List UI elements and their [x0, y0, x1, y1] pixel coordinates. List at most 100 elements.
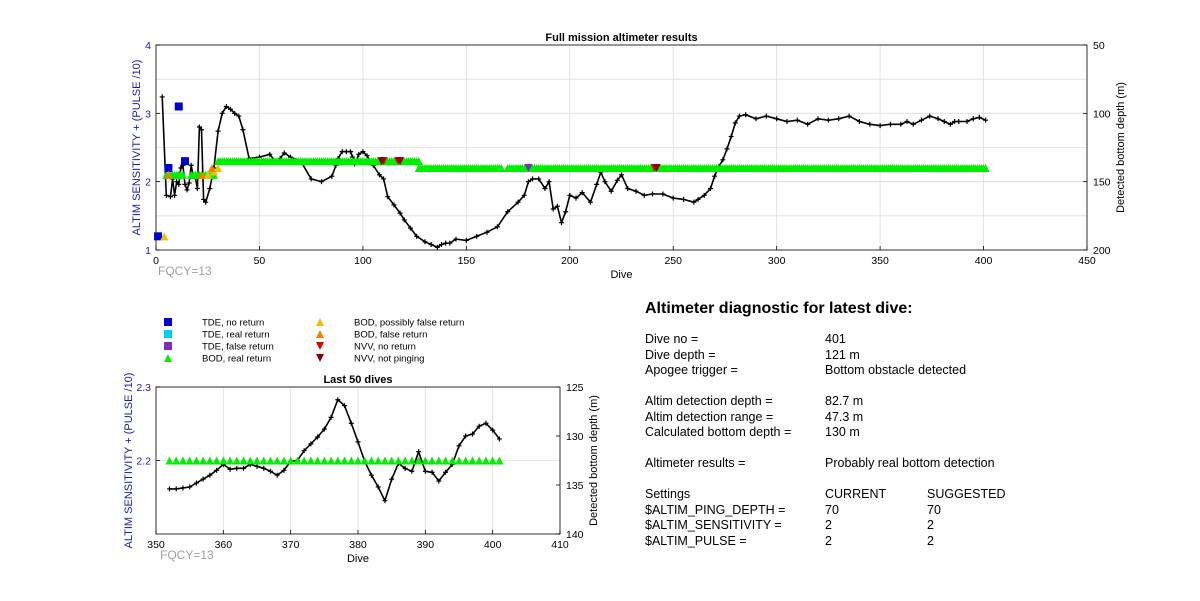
depth-point — [382, 498, 388, 504]
depth-point — [254, 463, 260, 469]
legend-label: BOD, possibly false return — [354, 318, 464, 329]
depth-point — [407, 225, 413, 231]
ping-depth-suggested: 70 — [927, 502, 941, 517]
x-tick-label: 100 — [354, 255, 372, 267]
bod-real-return-marker — [428, 456, 437, 465]
depth-point — [368, 472, 374, 478]
suggested-header: SUGGESTED — [927, 487, 1006, 501]
sensitivity-current: 2 — [825, 518, 832, 532]
x-tick-label: 250 — [664, 255, 682, 267]
depth-point — [180, 485, 186, 491]
depth-point — [376, 172, 382, 178]
bod-real-return-marker — [239, 456, 248, 465]
x-tick-label: 350 — [871, 255, 889, 267]
y2-axis-label: Detected bottom depth (m) — [588, 395, 600, 526]
bod-real-return-marker — [219, 456, 228, 465]
series-line-bottom-depth — [161, 96, 986, 249]
bod-real-return-marker — [414, 456, 423, 465]
bod-real-return-marker — [367, 456, 376, 465]
x-tick-label: 370 — [282, 539, 300, 551]
bod-real-return-marker — [360, 456, 369, 465]
depth-point — [434, 244, 440, 250]
depth-point — [439, 242, 445, 248]
calculated-depth-label: Calculated bottom depth = — [645, 425, 792, 439]
depth-point — [443, 469, 449, 475]
legend-label: TDE, no return — [202, 318, 264, 329]
depth-point — [241, 465, 247, 471]
detection-range-label: Altim detection range = — [645, 409, 774, 424]
settings-label: Settings — [645, 487, 691, 501]
depth-point — [227, 466, 233, 472]
depth-point — [335, 397, 341, 403]
bod-real-return-marker — [481, 456, 490, 465]
bod-real-return-marker — [340, 456, 349, 465]
depth-point — [227, 106, 233, 112]
depth-point — [563, 209, 569, 215]
depth-point — [201, 196, 207, 202]
bod-real-return-marker — [387, 456, 396, 465]
dive-depth-row: Dive depth = 121 m — [645, 348, 1165, 364]
bod-possibly-false-return-marker — [160, 232, 169, 241]
pulse-label: $ALTIM_PULSE = — [645, 533, 747, 548]
bod-real-return-marker — [347, 456, 356, 465]
apogee-trigger-label: Apogee trigger = — [645, 363, 738, 377]
bod-real-return-marker — [434, 456, 443, 465]
depth-point — [391, 202, 397, 208]
depth-point — [463, 237, 469, 243]
depth-point — [567, 192, 573, 198]
bod-real-return-marker — [495, 456, 504, 465]
depth-point — [559, 220, 565, 226]
depth-point — [356, 151, 362, 157]
bod-real-return-marker — [320, 456, 329, 465]
depth-point — [536, 176, 542, 182]
ping-depth-row: $ALTIM_PING_DEPTH = 70 70 — [645, 503, 1165, 519]
legend-label: BOD, false return — [354, 330, 427, 341]
depth-point — [308, 176, 314, 182]
bod-real-return-marker — [178, 170, 187, 179]
dive-no-value: 401 — [825, 332, 846, 346]
depth-point — [546, 179, 552, 185]
depth-point — [846, 113, 852, 119]
y-tick-label: 1 — [145, 245, 151, 257]
y2-tick-label: 140 — [566, 529, 584, 541]
depth-point — [348, 420, 354, 426]
detection-depth-value: 82.7 m — [825, 394, 864, 408]
x-tick-label: 400 — [975, 255, 993, 267]
y2-tick-label: 130 — [566, 431, 584, 443]
y-tick-label: 2 — [145, 177, 151, 189]
depth-point — [174, 179, 180, 185]
bod-real-return-marker — [394, 456, 403, 465]
depth-point — [579, 190, 585, 196]
depth-point — [321, 426, 327, 432]
tde-false-return-marker — [524, 164, 533, 172]
depth-point — [409, 468, 415, 474]
depth-point — [447, 240, 453, 246]
bod-real-return-marker — [165, 456, 174, 465]
bod-real-return-marker — [407, 456, 416, 465]
depth-point — [329, 173, 335, 179]
bod-real-return-marker — [497, 164, 506, 172]
depth-point — [414, 233, 420, 239]
x-tick-label: 0 — [153, 255, 159, 267]
depth-point — [385, 194, 391, 200]
axes-box — [155, 44, 1088, 251]
depth-point — [389, 476, 395, 482]
depth-point — [236, 113, 242, 119]
x-tick-label: 380 — [349, 539, 367, 551]
bod-real-return-marker — [246, 456, 255, 465]
bod-real-return-marker — [286, 456, 295, 465]
depth-point — [910, 121, 916, 127]
altimeter-results-value: Probably real bottom detection — [825, 456, 995, 470]
depth-point — [176, 181, 182, 187]
depth-point — [422, 468, 428, 474]
bod-real-return-marker — [448, 456, 457, 465]
bod-real-return-marker — [455, 456, 463, 465]
bod-real-return-marker — [354, 456, 362, 465]
depth-point — [428, 242, 434, 248]
bod-real-return-marker — [306, 456, 315, 465]
bod-false-return-marker — [197, 170, 206, 179]
bod-real-return-marker — [259, 456, 268, 465]
calculated-depth-row: Calculated bottom depth = 130 m — [645, 425, 1165, 441]
depth-point — [542, 186, 548, 191]
